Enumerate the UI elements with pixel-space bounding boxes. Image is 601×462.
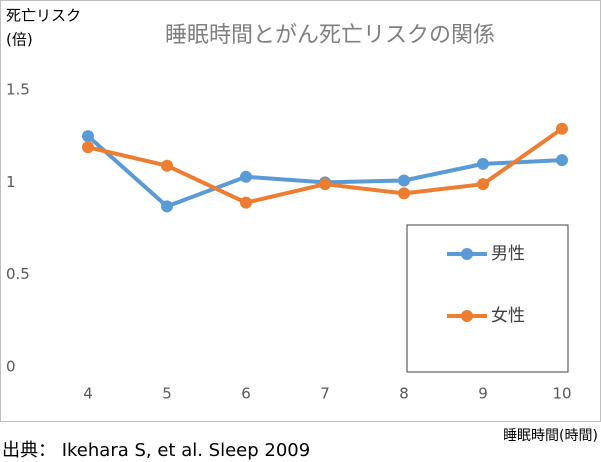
legend-label: 女性: [491, 306, 525, 326]
y-axis-label: 死亡リスク: [6, 7, 81, 25]
chart-title: 睡眠時間とがん死亡リスクの関係: [165, 23, 495, 48]
point: [240, 170, 252, 183]
point: [398, 187, 410, 200]
y-tick-label: 0.5: [6, 265, 30, 283]
point: [161, 200, 173, 213]
point: [319, 178, 331, 191]
legend-marker: [461, 310, 473, 322]
x-tick-label: 7: [320, 385, 330, 403]
point: [477, 157, 489, 170]
y-tick-label: 1: [6, 173, 16, 191]
x-tick-label: 8: [399, 385, 409, 403]
point: [82, 130, 94, 143]
y-axis-label: (倍): [6, 31, 33, 49]
x-axis-label: 睡眠時間(時間): [503, 428, 598, 444]
legend-box: [406, 224, 569, 373]
x-tick-label: 9: [478, 385, 488, 403]
point: [161, 159, 173, 172]
x-tick-label: 4: [83, 385, 93, 403]
point: [240, 196, 252, 209]
y-tick-label: 1.5: [6, 81, 30, 99]
point: [556, 154, 568, 167]
x-tick-label: 6: [241, 385, 251, 403]
x-tick-label: 10: [552, 385, 571, 403]
point: [556, 122, 568, 135]
point: [82, 141, 94, 154]
point: [398, 174, 410, 187]
x-tick-label: 5: [162, 385, 172, 403]
legend-marker: [461, 248, 473, 260]
point: [477, 178, 489, 191]
legend-label: 男性: [491, 244, 525, 264]
source: 出典： Ikehara S, et al. Sleep 2009: [2, 440, 310, 461]
y-tick-label: 0: [6, 358, 16, 376]
